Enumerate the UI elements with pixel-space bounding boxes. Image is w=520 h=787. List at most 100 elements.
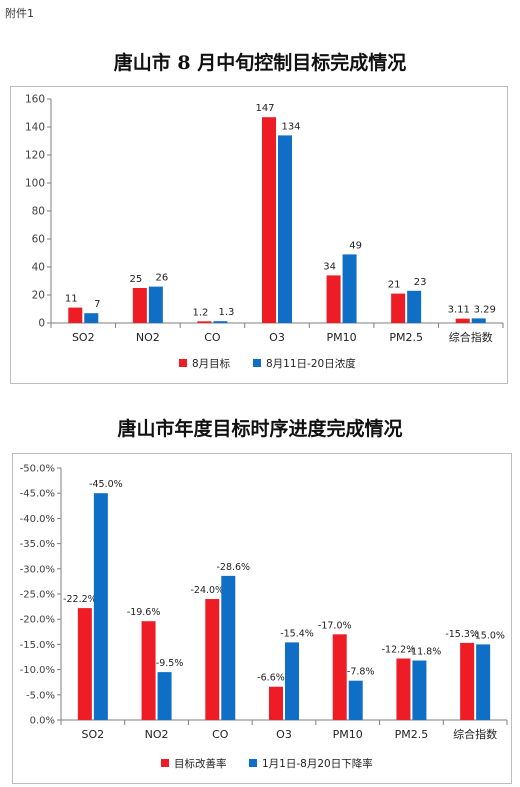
chart-1-y-tick-label: 40: [32, 262, 45, 274]
chart-1-bar-2: [407, 290, 422, 323]
chart-1-bar-1: [391, 293, 406, 323]
chart-2-y-tick-label: -20.0%: [20, 615, 55, 626]
chart-1-frame: 0 20 40 60 80 100 120 140 160 SO2 11 7 NO2 25 26 CO 1.2 1…: [10, 86, 508, 384]
chart-2-bar-1: [396, 658, 411, 720]
chart-1-bar-1: [326, 275, 341, 323]
chart-2-data-label-2: -15.4%: [280, 628, 314, 639]
chart-1-bar-1: [68, 307, 83, 323]
attachment-label: 附件1: [5, 7, 34, 20]
chart-1-bar-2: [84, 313, 99, 323]
chart-2-bar-1: [460, 642, 475, 720]
chart-2-bar-2: [348, 680, 363, 720]
chart-2-category-label: SO2: [82, 728, 105, 741]
chart-1-legend-label-2: 8月11日-20日浓度: [266, 357, 356, 370]
chart-2-bar-2: [285, 642, 299, 720]
chart-1-data-label-1: 25: [129, 274, 142, 285]
chart-2-y-tick-label: 0.0%: [30, 716, 55, 727]
chart-1-legend-swatch-1: [179, 359, 187, 367]
chart-1-legend-swatch-2: [253, 359, 261, 367]
chart-1-bar-2: [471, 318, 486, 323]
chart-2-y-tick-label: -5.0%: [26, 690, 55, 701]
chart-1-category-label: 综合指数: [449, 330, 493, 344]
chart-1-y-tick-label: 140: [25, 122, 45, 134]
chart-2-bar-2: [221, 575, 236, 720]
chart-2-category-label: PM2.5: [395, 728, 429, 741]
chart-1-category-label: PM2.5: [389, 331, 423, 344]
chart-2-frame: 0.0% -5.0% -10.0% -15.0% -20.0% -25.0% -30.0% -…: [12, 453, 512, 784]
chart-2-category-label: O3: [276, 728, 292, 741]
chart-2-bar-1: [332, 634, 347, 720]
chart-2-legend-label-2: 1月1日-8月20日下降率: [262, 757, 373, 770]
chart-1-category-label: O3: [269, 331, 285, 344]
chart-1-data-label-1: 3.11: [448, 305, 470, 316]
chart-2-bar-2: [157, 672, 172, 720]
chart-1-data-label-2: 7: [94, 299, 100, 310]
chart-1-category-label: PM10: [327, 331, 357, 344]
chart-1-bar-2: [148, 286, 163, 323]
chart-1-data-label-2: 23: [414, 277, 427, 288]
chart-2-y-tick-label: -15.0%: [20, 640, 55, 651]
chart-1-data-label-1: 1.2: [192, 307, 208, 318]
chart-2-bar-1: [141, 621, 156, 720]
chart-1-bar-1: [132, 288, 147, 323]
chart-1-data-label-1: 21: [388, 280, 401, 291]
chart-1-bar-2: [213, 321, 228, 323]
chart-2-y-tick-label: -45.0%: [20, 489, 55, 500]
chart-1-bar-2: [342, 254, 357, 323]
chart-1-data-label-2: 134: [281, 121, 300, 132]
chart-1-data-label-2: 26: [155, 273, 168, 284]
chart-2-category-label: 综合指数: [453, 727, 497, 741]
chart-2-svg: 0.0% -5.0% -10.0% -15.0% -20.0% -25.0% -30.0% -…: [20, 464, 508, 770]
chart-1-bar-1: [262, 117, 276, 323]
chart-2-data-label-2: -45.0%: [89, 479, 123, 490]
chart-2-y-tick-label: -35.0%: [20, 539, 55, 550]
chart-2-data-label-1: -24.0%: [190, 585, 224, 596]
chart-1-bar-1: [197, 321, 212, 323]
chart-2-legend-label-1: 目标改善率: [174, 757, 227, 770]
chart-1-y-tick-label: 60: [32, 234, 45, 246]
chart-1-data-label-1: 11: [65, 294, 78, 305]
chart-2-y-tick-label: -40.0%: [20, 514, 55, 525]
chart-1-y-tick-label: 120: [25, 150, 45, 162]
chart-2-data-label-2: -11.8%: [408, 647, 442, 658]
chart-1-bar-1: [455, 318, 470, 323]
chart-2-category-label: PM10: [333, 728, 363, 741]
chart-1-title: 唐山市 8 月中旬控制目标完成情况: [113, 52, 407, 74]
chart-2-y-tick-label: -30.0%: [20, 564, 55, 575]
chart-2-data-label-2: -7.8%: [347, 667, 375, 678]
chart-1-category-label: SO2: [72, 331, 95, 344]
chart-1-legend-label-1: 8月目标: [192, 358, 231, 370]
chart-2-category-label: NO2: [145, 728, 169, 741]
chart-1-data-label-1: 147: [255, 103, 274, 114]
chart-2-bar-1: [77, 608, 92, 720]
chart-2-data-label-1: -6.6%: [257, 673, 285, 684]
chart-1-y-tick-label: 80: [32, 206, 45, 218]
chart-2-data-label-2: -15.0%: [471, 630, 505, 641]
chart-2-bar-1: [205, 599, 220, 720]
chart-2-data-label-1: -12.2%: [382, 645, 416, 656]
chart-2-data-label-2: -9.5%: [156, 658, 184, 669]
chart-2-data-label-1: -19.6%: [127, 607, 161, 618]
chart-1-y-tick-label: 20: [32, 290, 45, 302]
chart-2-y-tick-label: -10.0%: [20, 665, 55, 676]
chart-1-y-tick-label: 0: [38, 318, 45, 330]
chart-2-bar-2: [93, 493, 108, 720]
chart-1-category-label: CO: [204, 331, 221, 344]
chart-2-data-label-1: -17.0%: [318, 620, 352, 631]
chart-2-y-tick-label: -50.0%: [20, 464, 55, 475]
chart-1-data-label-2: 49: [349, 240, 362, 251]
chart-2-bar-2: [476, 644, 491, 720]
chart-2-y-tick-label: -25.0%: [20, 590, 55, 601]
chart-2-data-label-2: -28.6%: [216, 562, 250, 573]
chart-1-category-label: NO2: [136, 331, 160, 344]
chart-2-data-label-1: -22.2%: [63, 594, 97, 605]
chart-1-data-label-1: 34: [323, 261, 336, 272]
chart-1-svg: 0 20 40 60 80 100 120 140 160 SO2 11 7 NO2 25 26 CO 1.2 1…: [25, 94, 504, 370]
chart-2-data-label-1: -15.3%: [445, 629, 479, 640]
chart-1-data-label-2: 3.29: [474, 304, 496, 315]
chart-1-y-tick-label: 100: [25, 178, 45, 190]
chart-1-bar-2: [278, 135, 292, 323]
chart-1-y-tick-label: 160: [25, 94, 45, 106]
chart-2-legend-swatch-1: [161, 759, 169, 767]
chart-2-bar-2: [412, 660, 427, 720]
